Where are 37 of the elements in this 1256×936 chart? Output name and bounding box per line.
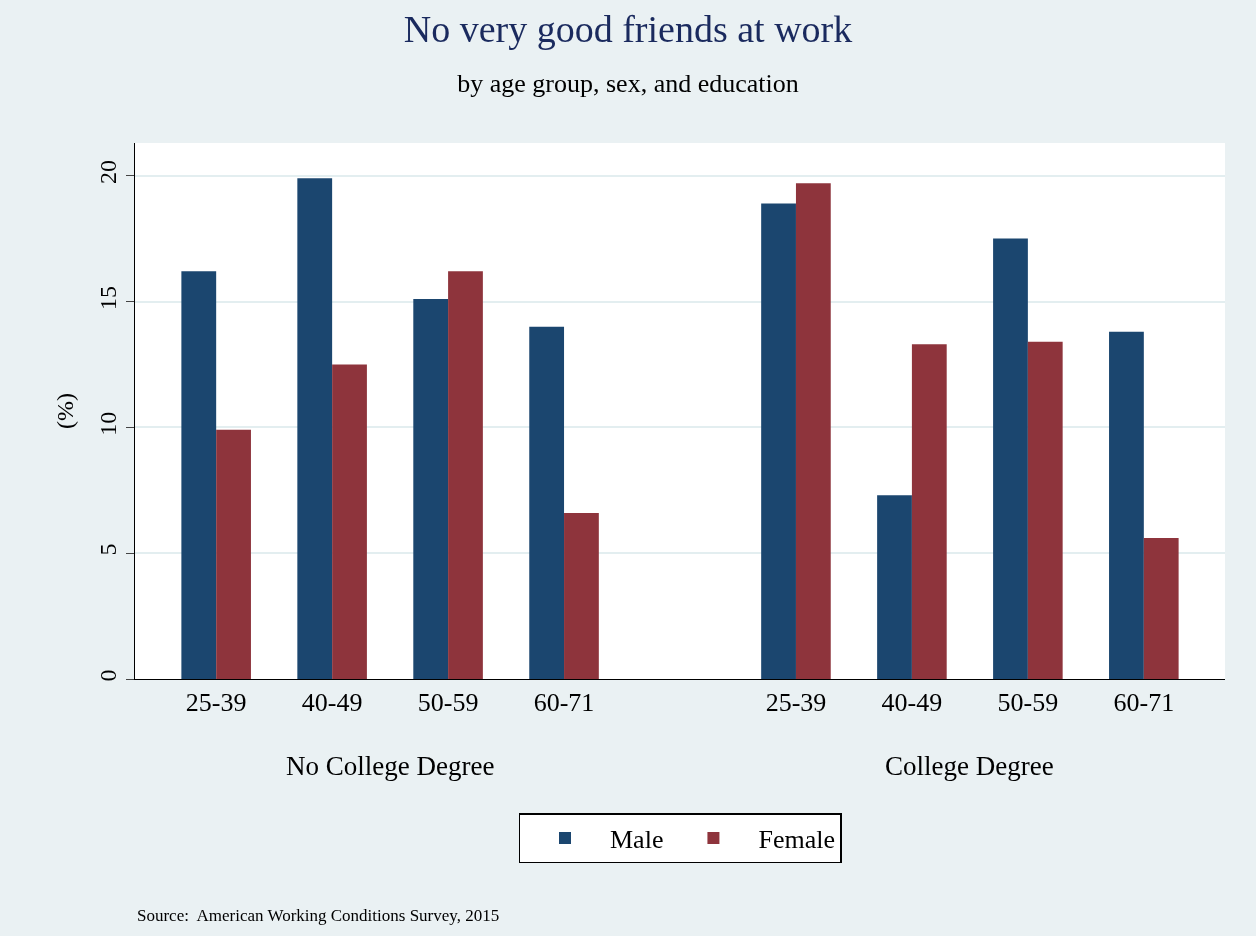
y-tick-label: 15 xyxy=(95,285,122,310)
x-tick-label: 50-59 xyxy=(417,688,479,718)
bar xyxy=(1143,538,1179,679)
bar xyxy=(413,299,449,679)
bar xyxy=(1027,341,1063,679)
bar xyxy=(181,271,217,679)
bar xyxy=(332,364,367,679)
legend-label: Female xyxy=(758,825,835,855)
text: College Degree xyxy=(885,751,1054,781)
source-note: Source: American Working Conditions Survey, 2015 xyxy=(137,906,500,925)
legend-label: Male xyxy=(610,825,664,855)
chart-subtitle: by age group, sex, and education xyxy=(457,68,799,98)
x-tick-label: 60-71 xyxy=(533,688,595,718)
x-tick-label: 25-39 xyxy=(185,688,247,718)
x-tick-label: 40-49 xyxy=(301,688,363,718)
x-tick-label: 40-49 xyxy=(881,688,943,718)
x-tick-label: 50-59 xyxy=(997,688,1059,718)
bar xyxy=(448,271,483,679)
text: No College Degree xyxy=(286,751,495,781)
bar xyxy=(761,203,796,679)
x-tick-label: 60-71 xyxy=(1113,688,1175,718)
chart-title: No very good friends at work xyxy=(403,8,853,51)
y-tick-label: 20 xyxy=(95,160,122,185)
bar xyxy=(911,344,947,679)
bar xyxy=(1109,331,1144,679)
bar xyxy=(795,183,831,679)
bar xyxy=(993,238,1028,679)
bar xyxy=(877,495,912,679)
y-axis-title: (%) xyxy=(51,393,78,429)
y-tick-label: 0 xyxy=(95,669,122,682)
bar xyxy=(216,429,251,679)
y-tick-label: 10 xyxy=(95,411,122,436)
x-tick-label: 25-39 xyxy=(765,688,827,718)
bar xyxy=(564,512,599,679)
y-tick-label: 5 xyxy=(95,543,122,556)
bar xyxy=(297,178,333,679)
bar xyxy=(529,326,565,679)
